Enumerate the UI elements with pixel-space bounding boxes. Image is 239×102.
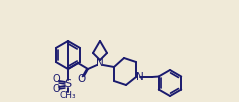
Text: N: N: [136, 72, 144, 82]
Text: S: S: [65, 79, 71, 89]
Text: N: N: [96, 58, 104, 68]
Text: O: O: [52, 74, 60, 84]
Text: O: O: [78, 74, 86, 84]
Text: CH₃: CH₃: [60, 90, 76, 99]
Text: O: O: [52, 84, 60, 94]
